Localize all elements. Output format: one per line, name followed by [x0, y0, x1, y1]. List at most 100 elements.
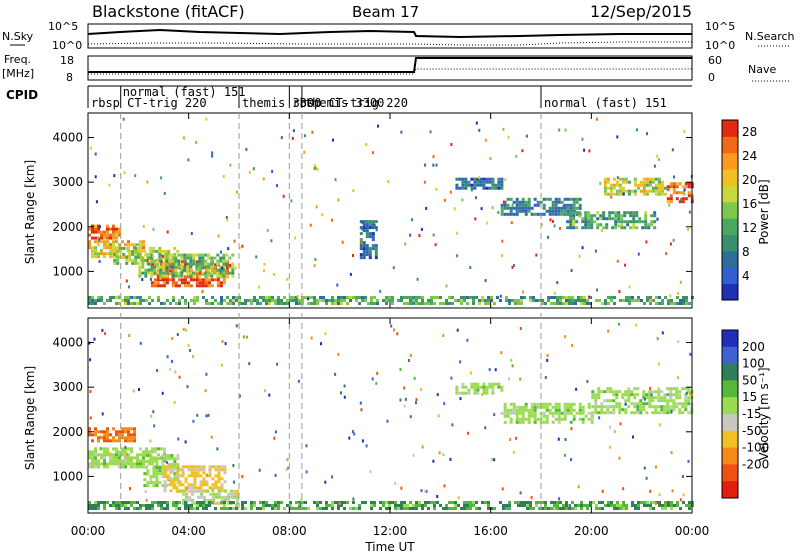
velocity-speckle [185, 486, 188, 490]
velocity-cell [164, 457, 168, 461]
power-cell [581, 220, 585, 224]
power-speckle [190, 232, 193, 235]
velocity-cell [676, 504, 679, 507]
velocity-cell [103, 436, 106, 440]
power-cell [563, 203, 567, 207]
velocity-cell [670, 504, 673, 507]
power-cell [301, 299, 304, 302]
velocity-cell [343, 501, 346, 504]
power-cell [460, 296, 463, 299]
velocity-cell [533, 417, 537, 421]
power-speckle [469, 266, 472, 269]
power-cell [639, 183, 643, 187]
power-cell [210, 259, 214, 263]
velocity-cell [196, 465, 200, 469]
velocity-cell [597, 396, 601, 400]
velocity-cell [606, 408, 610, 412]
power-cell [94, 302, 97, 305]
velocity-cell [406, 507, 409, 510]
power-cell [156, 278, 160, 282]
power-cell [91, 296, 94, 299]
ytick-label: 1000 [52, 264, 83, 278]
power-cell [88, 233, 91, 237]
power-cell [115, 236, 118, 240]
power-cell [121, 240, 124, 244]
velocity-cell [215, 495, 219, 499]
power-cell [168, 272, 172, 276]
power-speckle [657, 158, 660, 161]
power-cell [231, 271, 235, 275]
velocity-cell [637, 507, 640, 510]
velocity-cell [563, 402, 567, 406]
power-cell [545, 197, 549, 201]
velocity-cell [337, 501, 340, 504]
velocity-cell [657, 411, 661, 415]
power-cell [149, 246, 153, 250]
velocity-speckle [613, 430, 616, 434]
power-speckle [510, 221, 513, 225]
power-speckle [484, 138, 487, 142]
power-cell [128, 258, 132, 262]
velocity-cell [476, 388, 480, 392]
velocity-cell [331, 501, 334, 504]
velocity-cell [103, 501, 106, 504]
power-cell [533, 197, 537, 201]
power-cell [222, 256, 226, 260]
power-cell [256, 302, 259, 305]
power-cell [138, 271, 142, 275]
velocity-cell [214, 474, 218, 478]
velocity-cell [649, 507, 652, 510]
power-cell [193, 299, 196, 302]
velocity-speckle [618, 322, 620, 326]
power-cell [572, 217, 576, 221]
velocity-cell [594, 399, 598, 403]
power-speckle [263, 262, 266, 266]
velocity-cell [467, 391, 471, 395]
velocity-cell [121, 430, 124, 434]
velocity-cell [292, 507, 295, 510]
velocity-cell [667, 504, 670, 507]
velocity-cell [521, 408, 525, 412]
power-cell [159, 259, 163, 263]
power-cell [667, 302, 670, 305]
power-cell [527, 200, 531, 204]
power-cell [112, 296, 115, 299]
power-cell [388, 299, 391, 302]
velocity-cell [196, 474, 200, 478]
power-cell [124, 243, 127, 247]
velocity-cell [217, 468, 221, 472]
power-cell [524, 200, 528, 204]
power-cell [518, 209, 522, 213]
velocity-cell [175, 477, 179, 481]
velocity-cell [424, 501, 427, 504]
power-cell [603, 186, 607, 190]
power-cell [283, 302, 286, 305]
power-speckle [400, 130, 403, 134]
power-cell [100, 230, 103, 234]
power-cell [530, 212, 534, 216]
velocity-cell [562, 504, 565, 507]
power-cell [364, 299, 367, 302]
velocity-cell [124, 456, 127, 460]
power-cell [210, 284, 214, 288]
velocity-cell [591, 411, 595, 415]
velocity-cell [190, 486, 194, 490]
power-cell [289, 299, 292, 302]
power-speckle [316, 167, 319, 171]
velocity-cell [485, 385, 489, 389]
velocity-cell [590, 414, 594, 418]
power-cell [186, 262, 190, 266]
velocity-cell [163, 489, 167, 493]
nsearch-tick-bottom: 10^0 [705, 39, 735, 52]
power-speckle [229, 263, 232, 267]
power-cell [128, 249, 132, 253]
power-cell [106, 299, 109, 302]
nave-tick-top: 60 [708, 54, 722, 67]
velocity-cell [307, 507, 310, 510]
power-cell [657, 192, 661, 196]
velocity-cell [400, 501, 403, 504]
velocity-cell [127, 501, 130, 504]
velocity-cell [124, 439, 127, 443]
velocity-speckle [677, 376, 679, 380]
velocity-speckle [186, 385, 189, 389]
